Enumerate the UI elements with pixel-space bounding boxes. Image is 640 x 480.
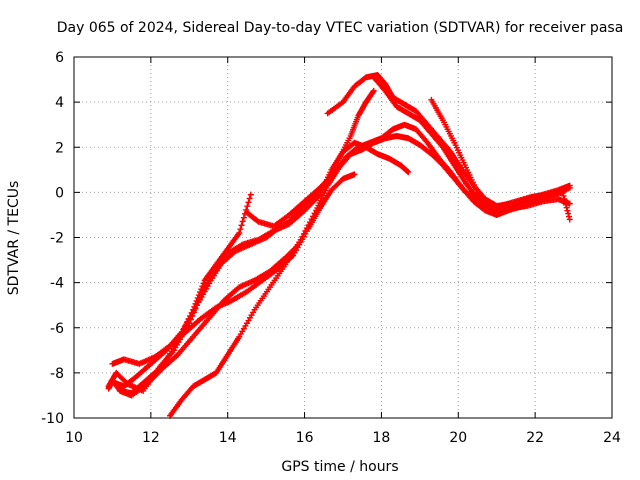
x-tick-label: 20 — [449, 430, 467, 446]
x-tick-label: 12 — [142, 430, 160, 446]
series-track-10 — [428, 96, 566, 214]
y-tick-label: -2 — [50, 231, 64, 247]
x-axis-label: GPS time / hours — [281, 459, 398, 475]
x-tick-label: 18 — [373, 430, 391, 446]
x-tick-label: 14 — [219, 430, 237, 446]
y-tick-label: 4 — [55, 95, 64, 111]
x-tick-label: 10 — [65, 430, 83, 446]
x-tick-label: 24 — [603, 430, 621, 446]
data-points — [105, 72, 573, 419]
y-tick-label: -8 — [50, 366, 64, 382]
y-tick-label: -10 — [41, 411, 64, 427]
y-tick-label: 0 — [55, 185, 64, 201]
y-tick-label: 6 — [55, 50, 64, 66]
y-tick-label: -4 — [50, 276, 64, 292]
x-tick-label: 22 — [526, 430, 544, 446]
y-tick-label: -6 — [50, 321, 64, 337]
y-axis-label: SDTVAR / TECUs — [6, 181, 22, 296]
data-marker-path — [428, 96, 566, 214]
chart-title: Day 065 of 2024, Sidereal Day-to-day VTE… — [57, 20, 624, 36]
y-tick-label: 2 — [55, 140, 64, 156]
data-marker-path — [117, 243, 300, 399]
x-tick-label: 16 — [296, 430, 314, 446]
series-track-5 — [117, 243, 300, 399]
